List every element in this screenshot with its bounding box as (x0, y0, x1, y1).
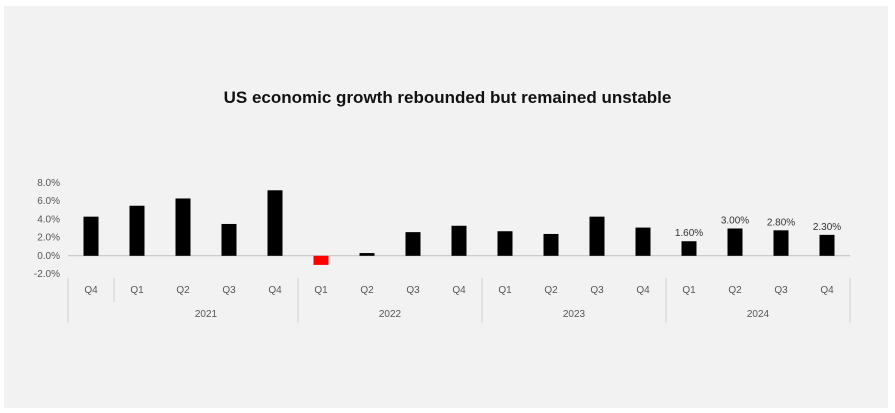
x-axis: Q4 Q1 Q2 Q3 Q4 Q1 Q2 Q3 Q4 Q1 Q2 Q3 Q4 Q1 Q2 Q3 Q4 2021 20… (67, 278, 851, 323)
bar (451, 225, 467, 256)
data-label: 3.00% (721, 216, 749, 227)
y-tick-label: -2.0% (34, 269, 60, 280)
chart-title: US economic growth rebounded but remaine… (223, 88, 672, 107)
x-tick-label: Q1 (498, 285, 512, 296)
y-tick-label: 0.0% (37, 251, 60, 262)
x-tick-label: Q3 (222, 285, 236, 296)
x-tick-label: Q1 (130, 285, 144, 296)
x-tick-label: Q3 (406, 285, 420, 296)
x-group-label: 2024 (747, 309, 770, 320)
x-tick-label: Q1 (682, 285, 696, 296)
bar (819, 234, 835, 256)
bar (681, 241, 697, 256)
x-tick-label: Q4 (84, 285, 98, 296)
bar (175, 198, 191, 256)
bar (221, 223, 237, 256)
bar (267, 190, 283, 256)
x-tick-label: Q4 (820, 285, 834, 296)
x-group-label: 2022 (379, 309, 402, 320)
y-tick-label: 2.0% (37, 233, 60, 244)
x-group-label: 2023 (563, 309, 586, 320)
bar (543, 233, 559, 256)
x-tick-label: Q2 (360, 285, 374, 296)
x-tick-label: Q3 (590, 285, 604, 296)
x-tick-label: Q2 (544, 285, 558, 296)
chart-panel (4, 6, 888, 408)
bar (727, 228, 743, 256)
bar (359, 253, 375, 256)
bar (497, 231, 513, 256)
x-tick-label: Q4 (268, 285, 282, 296)
x-tick-label: Q1 (314, 285, 328, 296)
x-tick-label: Q2 (728, 285, 742, 296)
bar (635, 227, 651, 256)
x-tick-label: Q2 (176, 285, 190, 296)
data-label: 2.30% (813, 222, 841, 233)
data-labels: 1.60% 3.00% 2.80% 2.30% (675, 216, 841, 240)
x-tick-label: Q4 (636, 285, 650, 296)
x-tick-label: Q4 (452, 285, 466, 296)
data-label: 1.60% (675, 228, 703, 239)
bar (589, 216, 605, 256)
bar (83, 216, 99, 256)
bar (773, 230, 789, 256)
data-label: 2.80% (767, 217, 795, 228)
bars (83, 190, 835, 265)
y-tick-label: 4.0% (37, 214, 60, 225)
y-tick-label: 6.0% (37, 196, 60, 207)
x-group-label: 2021 (195, 309, 218, 320)
bar (313, 255, 329, 265)
bar (129, 205, 145, 256)
y-tick-label: 8.0% (37, 178, 60, 189)
bar (405, 232, 421, 256)
x-tick-label: Q3 (774, 285, 788, 296)
